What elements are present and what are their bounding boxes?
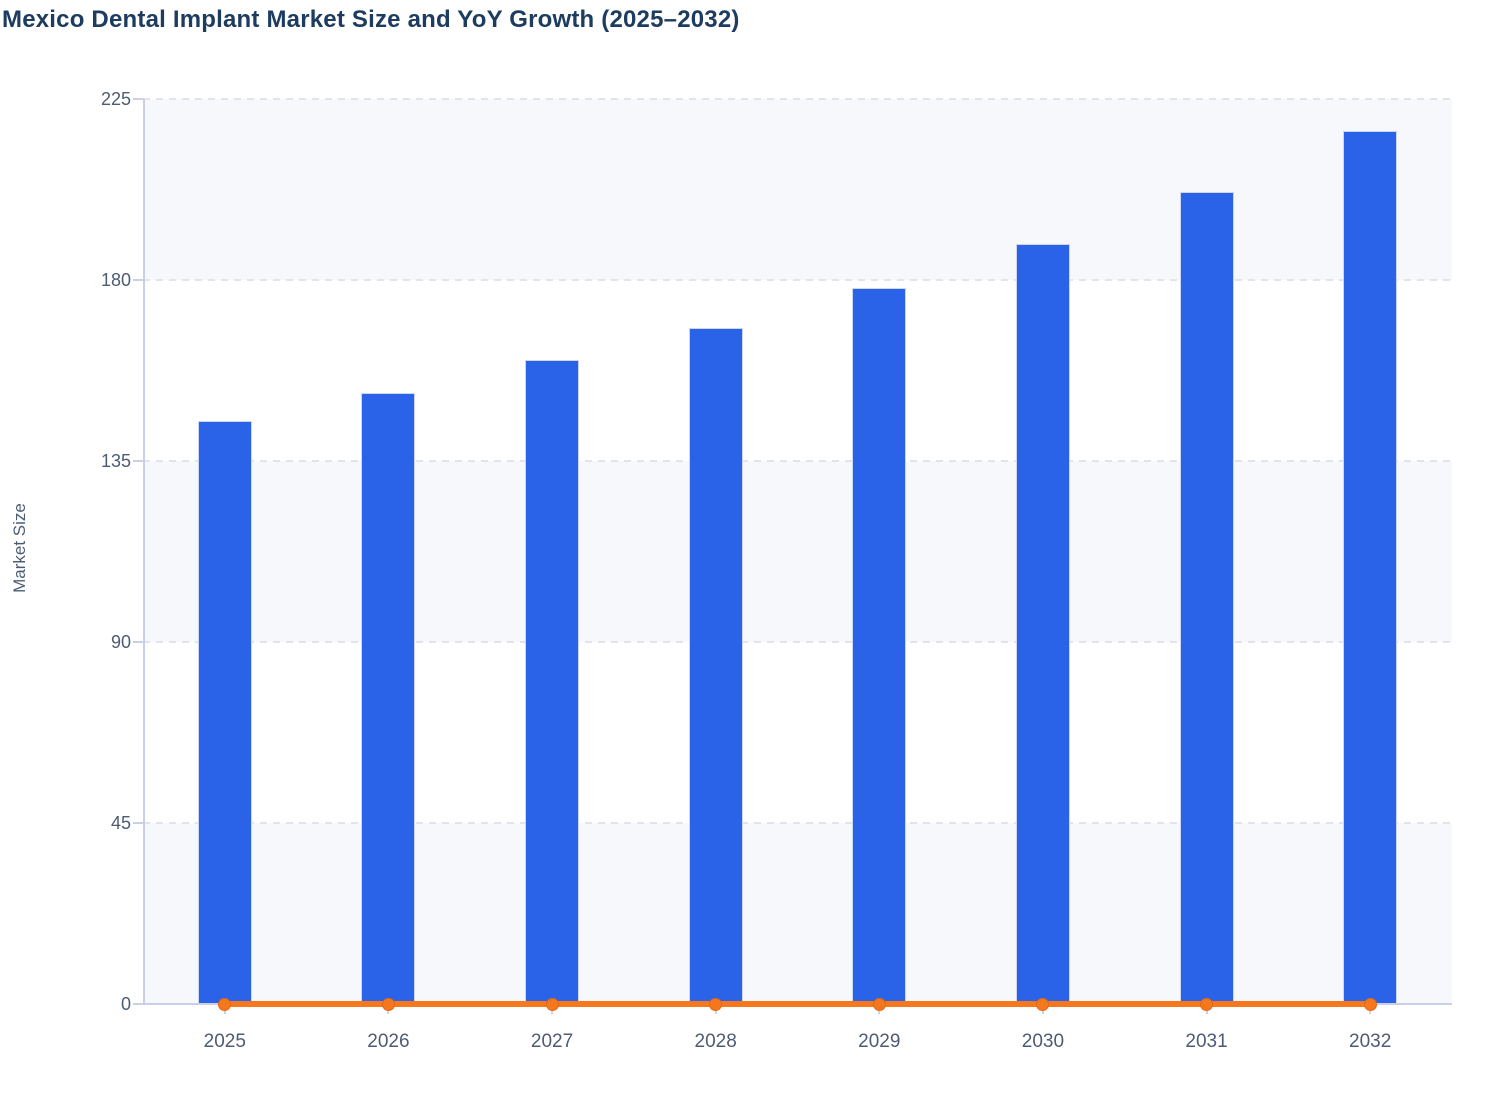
y-axis-line — [143, 99, 145, 1004]
plot-band — [143, 823, 1452, 1004]
gridline — [143, 641, 1452, 643]
yoy-growth-line[interactable] — [224, 1001, 1371, 1007]
yoy-point-2028[interactable] — [709, 997, 723, 1011]
gridline — [143, 279, 1452, 281]
y-tick-mark — [133, 98, 143, 100]
x-tick-label-2032: 2032 — [1349, 1031, 1392, 1052]
y-tick-label: 45 — [110, 813, 131, 833]
y-tick-label: 135 — [100, 451, 131, 471]
y-tick-label: 225 — [100, 89, 131, 109]
x-tick-label-2026: 2026 — [367, 1031, 410, 1052]
yoy-point-2030[interactable] — [1036, 997, 1050, 1011]
x-tick-label-2031: 2031 — [1185, 1031, 1228, 1052]
y-axis-title: Market Size — [10, 503, 29, 593]
y-tick-label: 0 — [120, 994, 131, 1014]
x-tick-label-2025: 2025 — [203, 1031, 246, 1052]
bar-2028[interactable] — [688, 328, 743, 1004]
x-tick-label-2027: 2027 — [530, 1031, 574, 1052]
gridline — [143, 460, 1452, 462]
yoy-point-2031[interactable] — [1200, 997, 1214, 1011]
bar-2030[interactable] — [1015, 243, 1070, 1004]
bar-2026[interactable] — [361, 392, 416, 1004]
yoy-point-2029[interactable] — [872, 997, 886, 1011]
gridline — [143, 98, 1452, 100]
plot-band — [143, 461, 1452, 642]
y-tick-label: 90 — [110, 632, 131, 652]
y-tick-mark — [133, 1003, 143, 1005]
plot-band — [143, 99, 1452, 280]
chart-title: Mexico Dental Implant Market Size and Yo… — [2, 6, 740, 33]
gridline — [143, 822, 1452, 824]
plot-band — [143, 280, 1452, 461]
yoy-point-2032[interactable] — [1363, 997, 1377, 1011]
x-tick-label-2030: 2030 — [1021, 1031, 1065, 1052]
x-tick-label-2028: 2028 — [694, 1031, 737, 1052]
yoy-point-2027[interactable] — [545, 997, 559, 1011]
x-tick-label-2029: 2029 — [858, 1031, 901, 1052]
y-tick-label: 180 — [100, 270, 131, 290]
y-tick-mark — [133, 822, 143, 824]
yoy-point-2025[interactable] — [218, 997, 232, 1011]
bar-2027[interactable] — [525, 360, 580, 1004]
bar-2032[interactable] — [1343, 131, 1398, 1004]
plot-band — [143, 642, 1452, 823]
y-tick-mark — [133, 460, 143, 462]
yoy-point-2026[interactable] — [381, 997, 395, 1011]
y-tick-mark — [133, 279, 143, 281]
bar-2031[interactable] — [1179, 191, 1234, 1004]
y-tick-mark — [133, 641, 143, 643]
bar-2025[interactable] — [197, 420, 252, 1004]
bar-2029[interactable] — [852, 288, 907, 1004]
